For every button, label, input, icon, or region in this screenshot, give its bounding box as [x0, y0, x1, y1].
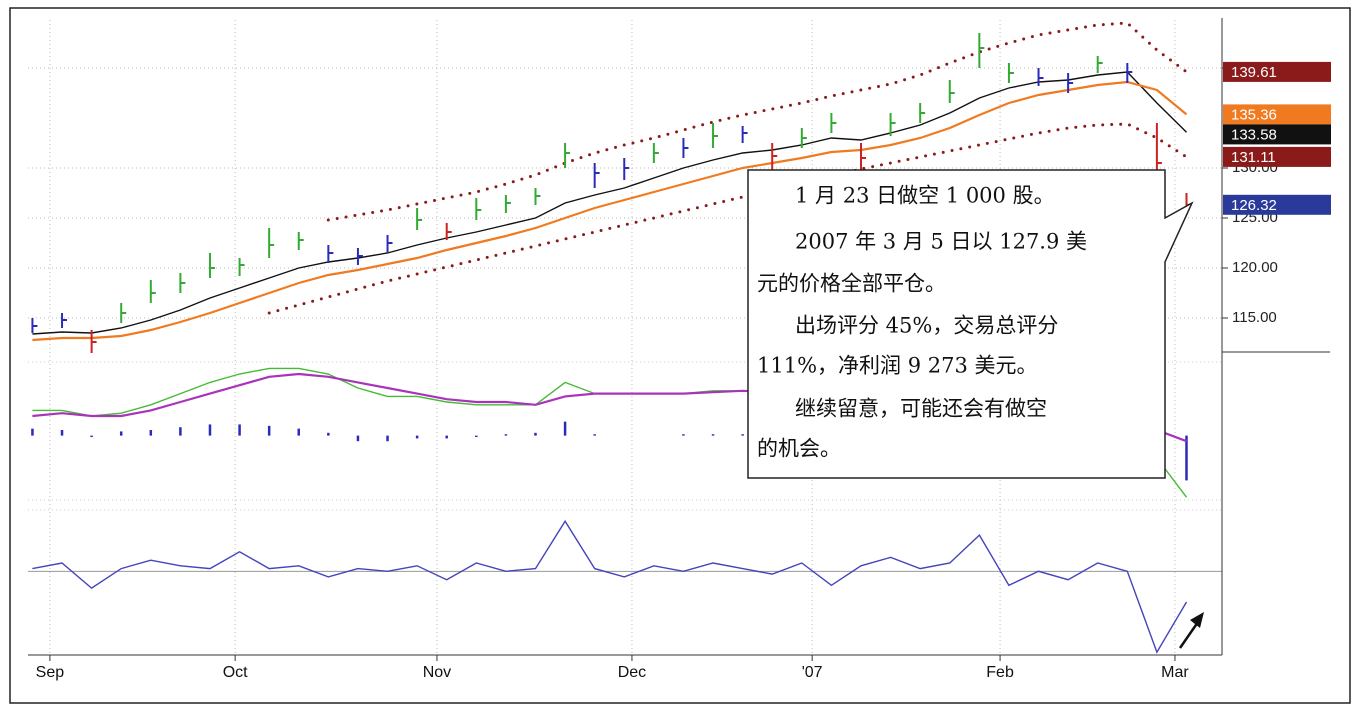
line	[32, 80, 1188, 342]
annotation-line: 元的价格全部平仓。	[757, 272, 946, 296]
labels: Sep Oct Nov Dec '07 Feb Mar115.00120.00125.001…	[36, 59, 1331, 681]
annotation-line: 出场评分 45%，交易总评分	[795, 314, 1058, 338]
annotation-line: 2007 年 3 月 5 日以 127.9 美	[795, 230, 1087, 254]
y-tick-label: 120.00	[1232, 259, 1278, 276]
x-tick-label: Feb	[986, 664, 1014, 681]
annotation-line: 1 月 23 日做空 1 000 股。	[795, 184, 1055, 208]
x-tick-label: Sep	[36, 664, 65, 681]
x-tick-label: Mar	[1161, 664, 1189, 681]
price-tag	[1223, 194, 1331, 215]
price-tag	[1223, 104, 1331, 125]
annotation-box	[747, 169, 1194, 479]
annotation-line: 继续留意，可能还会有做空	[795, 397, 1047, 421]
arrow-head	[1190, 612, 1204, 628]
x-tick-label: Oct	[223, 664, 248, 681]
annotation: 1 月 23 日做空 1 000 股。 2007 年 3 月 5 日以 127.…	[747, 169, 1194, 479]
annotation-line: 的机会。	[757, 437, 841, 461]
x-tick-label: '07	[802, 664, 823, 681]
x-tick-label: Dec	[618, 664, 646, 681]
price-tag-label: 133.58	[1231, 126, 1277, 143]
x-tick-label: Nov	[423, 664, 451, 681]
price-tag	[1223, 61, 1331, 82]
annotation-line: 111%，净利润 9 273 美元。	[757, 354, 1038, 378]
price-tag-label: 131.11	[1231, 149, 1276, 166]
price-tag-label: 126.32	[1231, 197, 1277, 214]
price-tag-label: 135.36	[1231, 106, 1277, 123]
line	[32, 71, 1187, 335]
arrow	[1178, 612, 1204, 649]
price-tag-label: 139.61	[1231, 64, 1277, 81]
line	[32, 519, 1188, 654]
y-tick-label: 115.00	[1232, 309, 1277, 326]
price-tag	[1223, 124, 1331, 145]
price-tag	[1223, 146, 1331, 167]
arrow-shaft	[1178, 621, 1200, 649]
